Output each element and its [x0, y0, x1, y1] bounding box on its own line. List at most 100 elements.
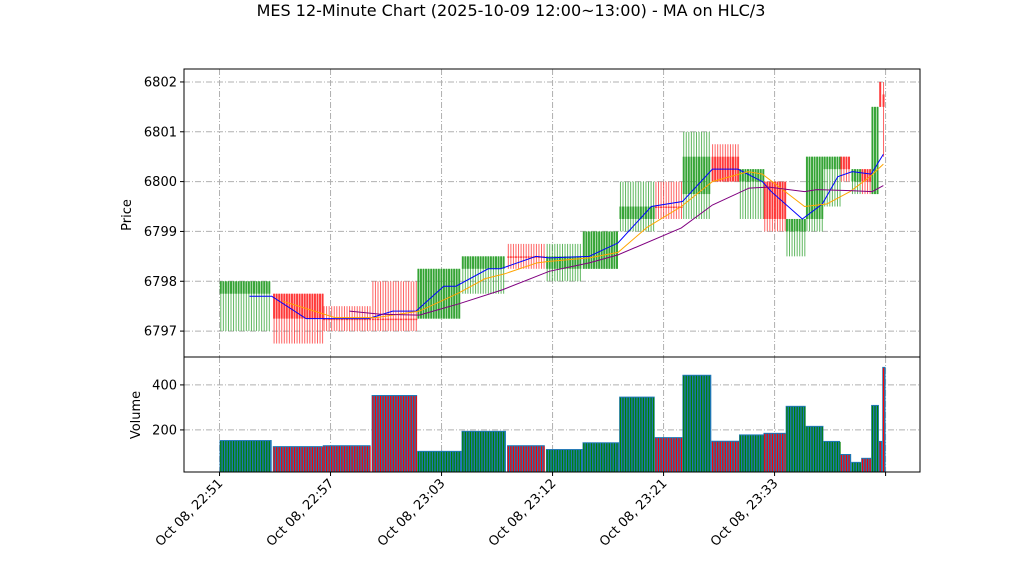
candle-body [520, 256, 523, 258]
candle-body [546, 256, 549, 269]
volume-tick-label: 400 [152, 378, 177, 393]
candle-body [564, 256, 567, 269]
price-tick-label: 6798 [144, 275, 177, 290]
candle-body [442, 268, 445, 319]
candle-body [311, 293, 314, 319]
axes: 6797 6798 6799 6800 6801 6802 200 400 Oct 08, 22… [144, 68, 921, 550]
candle-body [303, 293, 306, 319]
candle-body [530, 256, 533, 258]
candle-body [461, 256, 464, 269]
candle-body [474, 256, 477, 269]
candle-body [859, 169, 862, 182]
candle-body [427, 268, 430, 319]
candle-body [801, 218, 804, 232]
candle-body [525, 256, 528, 258]
candle-body [662, 206, 665, 209]
candle-body [667, 206, 670, 209]
candle-body [432, 268, 435, 319]
candle-body [535, 256, 538, 258]
candle-body [448, 268, 451, 319]
candle-body [522, 256, 525, 258]
candle-body [873, 106, 876, 195]
candle-body [415, 318, 418, 321]
candle-body [497, 256, 500, 269]
candle-body [308, 293, 311, 319]
candle-body [763, 181, 766, 219]
candle-body [263, 281, 266, 294]
candle-body [861, 169, 864, 182]
candle-body [690, 156, 693, 195]
x-tick-label: Oct 08, 23:03 [375, 476, 448, 549]
candle-body [338, 318, 341, 321]
candle-body [356, 318, 359, 321]
candle-body [813, 156, 816, 219]
candle-body [675, 206, 678, 209]
candle-body [579, 256, 582, 269]
candle-body [346, 318, 349, 321]
candle-body [569, 256, 572, 269]
candle-body [672, 206, 675, 209]
candle-body [397, 318, 400, 321]
candle-body [821, 156, 824, 219]
candle-body [595, 231, 598, 269]
candle-body [590, 231, 593, 269]
candle-body [509, 256, 512, 258]
candle-body [382, 318, 385, 321]
candle-body [387, 318, 390, 321]
candle-body [739, 169, 742, 182]
candle-body [250, 281, 253, 294]
candle-body [507, 256, 510, 258]
candle-body [280, 293, 283, 319]
candle-body [219, 281, 222, 294]
candle-body [453, 268, 456, 319]
candle-body [561, 256, 564, 269]
candle-body [405, 318, 408, 321]
candle-body [376, 318, 379, 321]
candle-body [848, 156, 851, 170]
candle-body [482, 256, 485, 269]
candle-body [854, 169, 857, 182]
candle-body [258, 281, 261, 294]
candle-body [371, 318, 374, 321]
candle-body [469, 256, 472, 269]
candle-body [752, 169, 755, 182]
candle-body [278, 293, 281, 319]
candle-body [627, 206, 630, 219]
candle-body [652, 206, 655, 219]
candle-body [657, 206, 660, 209]
candle-body [450, 268, 453, 319]
candle-body [605, 231, 608, 269]
price-tick-label: 6797 [144, 325, 177, 340]
candle-body [445, 268, 448, 319]
candle-body [245, 281, 248, 294]
volume-bar [545, 449, 583, 472]
candle-body [776, 181, 779, 219]
candle-body [798, 218, 801, 232]
candle-body [660, 206, 663, 209]
candle-body [492, 256, 495, 269]
candle-body [368, 318, 371, 321]
candle-body [399, 318, 402, 321]
candle-body [632, 206, 635, 219]
candle-body [268, 281, 271, 294]
volume-tick-label: 200 [152, 423, 177, 438]
volume-bars [219, 366, 886, 472]
candle-body [866, 169, 869, 182]
candle-body [839, 156, 842, 170]
ma-line-ma-fast [249, 153, 884, 320]
candle-body [845, 156, 848, 170]
candle-body [247, 281, 250, 294]
candle-body [363, 318, 366, 321]
candle-body [494, 256, 497, 269]
candle-body [741, 169, 744, 182]
candle-body [435, 268, 438, 319]
volume-axis-label: Volume [129, 391, 144, 439]
candle-body [642, 206, 645, 219]
candle-body [489, 256, 492, 269]
candle-body [464, 256, 467, 269]
candle-body [343, 318, 346, 321]
candle-body [585, 231, 588, 269]
candle-body [379, 318, 382, 321]
candle-body [566, 256, 569, 269]
candle-body [876, 106, 879, 195]
